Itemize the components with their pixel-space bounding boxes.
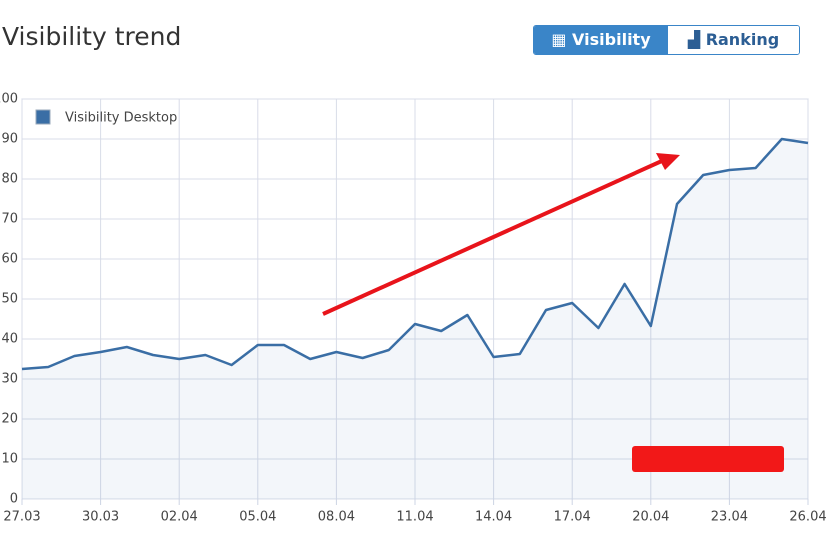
x-tick-label: 30.03 [82,510,119,525]
y-tick-label: 100 [0,92,18,107]
x-tick-label: 23.04 [711,510,748,525]
legend-swatch [35,109,51,125]
x-tick-label: 26.04 [789,510,826,525]
redaction [632,446,784,472]
x-tick-label: 05.04 [239,510,276,525]
y-tick-label: 10 [1,452,18,467]
y-tick-label: 60 [1,252,18,267]
y-tick-label: 80 [1,172,18,187]
ranking-button[interactable]: ▟ Ranking [668,26,799,54]
area [22,139,808,499]
x-tick-label: 17.04 [554,510,591,525]
x-tick-label: 27.03 [3,510,40,525]
y-tick-label: 0 [10,492,18,507]
toggle: ▦ Visibility ▟ Ranking [533,25,800,55]
x-tick-label: 08.04 [318,510,355,525]
x-tick-label: 02.04 [161,510,198,525]
line [21,137,809,371]
y-tick-label: 20 [1,412,18,427]
y-tick-label: 50 [1,292,18,307]
y-tick-label: 90 [1,132,18,147]
x-tick-label: 14.04 [475,510,512,525]
page-title: Visibility trend [2,22,182,51]
label: Visibility [572,30,651,49]
x-tick-label: 20.04 [632,510,669,525]
visibility-button[interactable]: ▦ Visibility [534,26,668,54]
legend-label: Visibility Desktop [65,111,177,126]
label: Ranking [705,30,780,49]
annotation-arrow [322,158,665,316]
x-tick-label: 11.04 [396,510,433,525]
arrow-head [656,153,680,170]
y-tick-label: 70 [1,212,18,227]
y-tick-label: 30 [1,372,18,387]
y-tick-label: 40 [1,332,18,347]
